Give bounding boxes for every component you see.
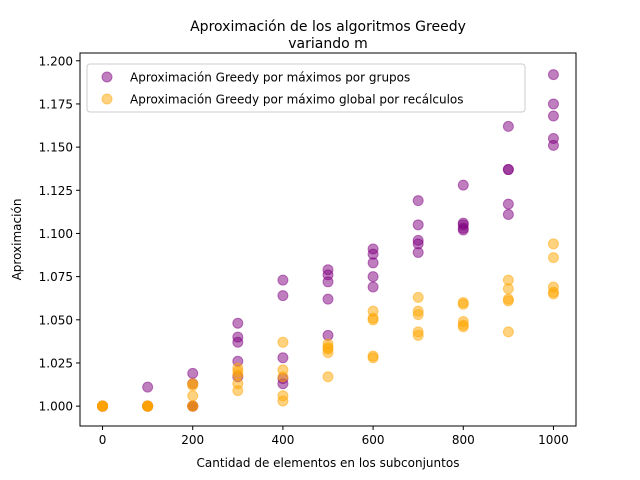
- data-point-series-0-46: [502, 120, 514, 132]
- data-point-series-1-12: [187, 379, 199, 391]
- data-point-series-0-16: [232, 317, 244, 329]
- data-point-series-1-29: [322, 347, 334, 359]
- data-point-series-0-49: [502, 198, 514, 210]
- data-point-series-1-13: [187, 390, 199, 402]
- x-axis-label: Cantidad de elementos en los subconjunto…: [197, 456, 460, 470]
- series-1: [97, 238, 559, 412]
- legend-marker-purple: [101, 71, 113, 83]
- y-tick-label-1: 1.025: [39, 356, 73, 370]
- data-point-series-0-34: [367, 271, 379, 283]
- data-point-series-1-10: [142, 400, 154, 412]
- y-tick-label-7: 1.175: [39, 97, 73, 111]
- data-point-series-1-23: [277, 371, 289, 383]
- chart-title-line2: variando m: [288, 36, 368, 52]
- data-point-series-0-21: [277, 274, 289, 286]
- data-point-series-1-40: [412, 329, 424, 341]
- data-point-series-0-52: [547, 98, 559, 110]
- data-point-series-0-40: [412, 246, 424, 258]
- x-tick-label-2: 400: [271, 433, 294, 447]
- data-point-series-0-37: [412, 219, 424, 231]
- data-point-series-1-25: [277, 395, 289, 407]
- data-point-series-0-6: [142, 381, 154, 393]
- y-tick-label-6: 1.150: [39, 141, 73, 155]
- data-point-series-1-38: [412, 309, 424, 321]
- data-point-series-1-33: [367, 314, 379, 326]
- data-point-series-0-41: [457, 179, 469, 191]
- data-point-series-0-51: [547, 69, 559, 81]
- data-point-series-0-45: [457, 224, 469, 236]
- data-point-series-0-53: [547, 110, 559, 122]
- y-axis: 1.000 1.025 1.050 1.075 1.100 1.125 1.150 1.175…: [39, 54, 80, 414]
- data-point-series-1-35: [367, 352, 379, 364]
- data-point-series-1-5: [97, 400, 109, 412]
- legend: Aproximación Greedy por máximos por grup…: [86, 63, 526, 113]
- data-point-series-1-51: [547, 238, 559, 250]
- points-layer: [97, 69, 559, 412]
- x-tick-label-1: 200: [181, 433, 204, 447]
- x-axis: 0 200 400 600 800 1000: [99, 426, 569, 447]
- plot-frame: [79, 52, 577, 427]
- y-tick-label-3: 1.075: [39, 270, 73, 284]
- legend-marker-orange: [101, 93, 113, 105]
- y-tick-label-4: 1.100: [39, 227, 73, 241]
- data-point-series-1-47: [502, 283, 514, 295]
- data-point-series-0-50: [502, 208, 514, 220]
- data-point-series-0-22: [277, 290, 289, 302]
- data-point-series-1-30: [322, 371, 334, 383]
- y-tick-label-0: 1.000: [39, 400, 73, 414]
- data-point-series-0-28: [322, 276, 334, 288]
- legend-label-orange: Aproximación Greedy por máximo global po…: [130, 93, 464, 107]
- data-point-series-0-35: [367, 281, 379, 293]
- data-point-series-1-20: [232, 385, 244, 397]
- legend-label-purple: Aproximación Greedy por máximos por grup…: [130, 71, 410, 85]
- data-point-series-0-36: [412, 195, 424, 207]
- x-tick-label-4: 800: [452, 433, 475, 447]
- x-tick-label-0: 0: [99, 433, 107, 447]
- y-tick-label-2: 1.050: [39, 313, 73, 327]
- data-point-series-1-55: [547, 288, 559, 300]
- data-point-series-1-15: [187, 400, 199, 412]
- data-point-series-0-55: [547, 139, 559, 151]
- data-point-series-1-42: [457, 298, 469, 310]
- chart-title-line1: Aproximación de los algoritmos Greedy: [190, 19, 466, 35]
- data-point-series-0-33: [367, 257, 379, 269]
- y-axis-label: Aproximación: [10, 199, 24, 281]
- data-point-series-0-29: [322, 293, 334, 305]
- data-point-series-1-50: [502, 326, 514, 338]
- data-point-series-0-11: [187, 367, 199, 379]
- x-tick-label-5: 1000: [538, 433, 569, 447]
- data-point-series-0-48: [502, 164, 514, 176]
- y-tick-label-8: 1.200: [39, 54, 73, 68]
- data-point-series-1-52: [547, 252, 559, 264]
- data-point-series-0-23: [277, 352, 289, 364]
- y-tick-label-5: 1.125: [39, 184, 73, 198]
- legend-box: [86, 63, 526, 113]
- data-point-series-1-45: [457, 321, 469, 333]
- data-point-series-1-36: [412, 291, 424, 303]
- x-tick-label-3: 600: [362, 433, 385, 447]
- data-point-series-0-18: [232, 336, 244, 348]
- data-point-series-1-21: [277, 336, 289, 348]
- data-point-series-1-49: [502, 295, 514, 307]
